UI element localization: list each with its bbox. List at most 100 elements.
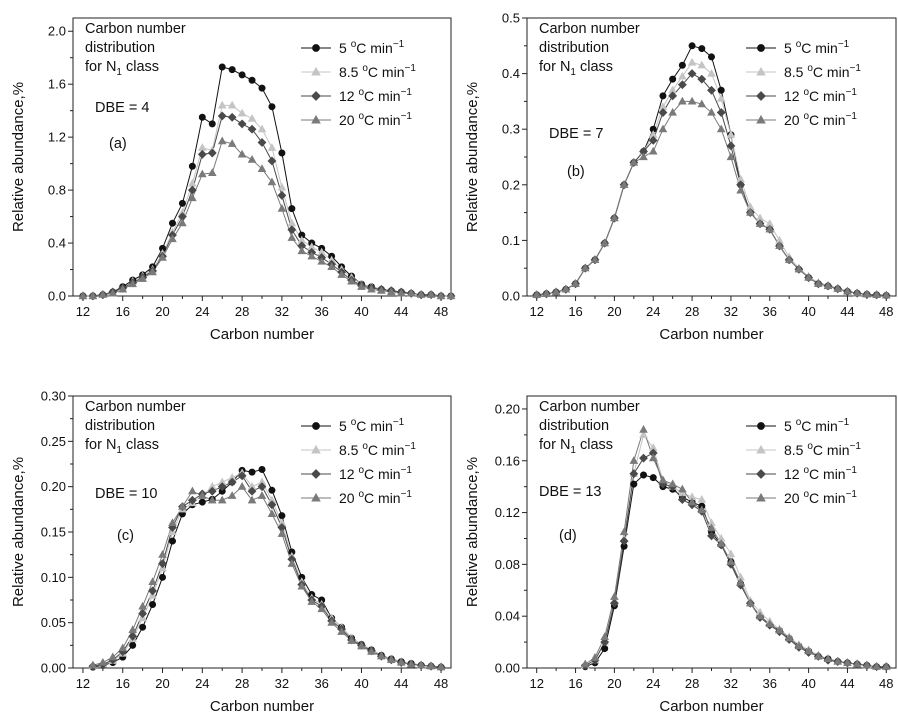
data-point-20 <box>823 654 833 663</box>
x-axis-label: Carbon number <box>210 698 314 715</box>
y-tick-label: 0.08 <box>495 557 520 572</box>
y-tick-label: 0.04 <box>495 609 520 624</box>
data-point-5 <box>630 480 638 488</box>
dbe-label: DBE = 13 <box>539 484 601 500</box>
data-point-20 <box>590 653 600 661</box>
data-point-20 <box>639 425 648 433</box>
annotation-class-prefix: for N <box>539 437 570 453</box>
y-tick-label: 0.8 <box>48 183 66 198</box>
panel-label: (c) <box>117 528 134 544</box>
x-tick-label: 16 <box>116 304 130 319</box>
x-tick-label: 48 <box>879 676 893 691</box>
data-point-20 <box>178 501 187 510</box>
data-point-20 <box>833 656 843 665</box>
data-point-20 <box>227 139 237 147</box>
data-point-12 <box>707 85 716 95</box>
data-point-20 <box>600 238 609 247</box>
data-point-12 <box>687 69 697 79</box>
legend-degree: o <box>807 63 813 74</box>
x-tick-label: 16 <box>568 304 582 319</box>
x-tick-label: 36 <box>763 304 777 319</box>
data-point-12 <box>128 631 138 641</box>
legend-marker-8.5 <box>756 66 766 76</box>
legend-rate: 20 <box>784 490 803 506</box>
data-point-5 <box>278 512 286 520</box>
annotation-line-2: distribution <box>539 40 609 56</box>
data-point-5 <box>707 53 715 61</box>
legend-entry-20: 20 oC min−1 <box>339 111 412 128</box>
x-tick-label: 16 <box>568 676 582 691</box>
x-tick-label: 40 <box>801 304 815 319</box>
y-tick-label: 0.20 <box>41 479 66 494</box>
data-point-8.5 <box>697 495 707 503</box>
data-point-20 <box>138 601 147 610</box>
data-point-20 <box>872 290 881 298</box>
legend-unit-exponent: −1 <box>846 489 858 500</box>
data-point-20 <box>678 96 687 105</box>
legend-entry-8.5: 8.5 oC min−1 <box>784 441 861 458</box>
y-tick-label: 0.4 <box>48 236 66 251</box>
data-point-20 <box>872 662 881 670</box>
data-point-12 <box>138 609 148 619</box>
data-point-20 <box>406 288 416 297</box>
data-point-20 <box>648 146 658 155</box>
annotation-class-subscript: 1 <box>570 67 576 78</box>
legend-rate: 20 <box>784 112 803 128</box>
data-point-12 <box>247 486 257 496</box>
y-tick-label: 0.0 <box>48 289 66 304</box>
data-point-5 <box>688 42 696 50</box>
data-point-20 <box>178 218 187 227</box>
data-point-20 <box>337 627 346 635</box>
x-tick-label: 32 <box>275 304 289 319</box>
x-tick-label: 44 <box>840 676 854 691</box>
data-point-20 <box>571 279 580 287</box>
data-point-20 <box>128 279 137 288</box>
panel-label: (a) <box>109 136 127 152</box>
legend-degree: o <box>803 489 809 500</box>
data-point-20 <box>804 273 813 281</box>
data-point-12 <box>639 453 648 463</box>
x-tick-label: 28 <box>235 676 249 691</box>
legend-unit: C min <box>809 466 846 482</box>
data-point-12 <box>707 531 716 541</box>
data-point-8.5 <box>726 549 736 558</box>
annotation-line-2: distribution <box>539 418 609 434</box>
legend-rate: 20 <box>339 490 358 506</box>
data-point-20 <box>784 255 794 263</box>
data-point-20 <box>347 636 356 644</box>
legend-marker-20 <box>311 492 321 502</box>
data-point-12 <box>217 482 227 492</box>
data-point-12 <box>257 138 267 147</box>
data-point-20 <box>862 289 872 298</box>
annotation-class-suffix: class <box>122 59 159 75</box>
x-tick-label: 24 <box>195 304 209 319</box>
data-point-20 <box>347 276 356 285</box>
data-point-20 <box>436 291 446 300</box>
data-point-20 <box>426 290 436 298</box>
legend-degree: o <box>807 441 813 452</box>
x-tick-label: 12 <box>76 676 90 691</box>
data-point-5 <box>198 113 206 121</box>
data-point-20 <box>287 559 297 567</box>
legend-marker-8.5 <box>311 444 321 454</box>
legend-unit: C min <box>813 64 850 80</box>
y-tick-label: 0.2 <box>502 177 520 192</box>
legend-rate: 12 <box>784 88 803 104</box>
legend-rate: 12 <box>339 466 358 482</box>
data-point-20 <box>736 577 745 586</box>
data-point-20 <box>367 284 376 293</box>
legend-degree: o <box>362 441 368 452</box>
data-point-5 <box>149 601 157 609</box>
y-tick-label: 0.15 <box>41 525 66 540</box>
x-tick-label: 32 <box>275 676 289 691</box>
data-point-20 <box>755 611 765 620</box>
data-point-20 <box>396 657 406 666</box>
data-point-20 <box>416 660 426 669</box>
data-point-20 <box>207 495 217 504</box>
data-point-20 <box>697 99 707 108</box>
data-point-5 <box>129 641 137 649</box>
data-point-5 <box>659 92 667 100</box>
x-tick-label: 24 <box>646 304 660 319</box>
legend-unit-exponent: −1 <box>401 87 413 98</box>
data-point-20 <box>678 484 687 493</box>
